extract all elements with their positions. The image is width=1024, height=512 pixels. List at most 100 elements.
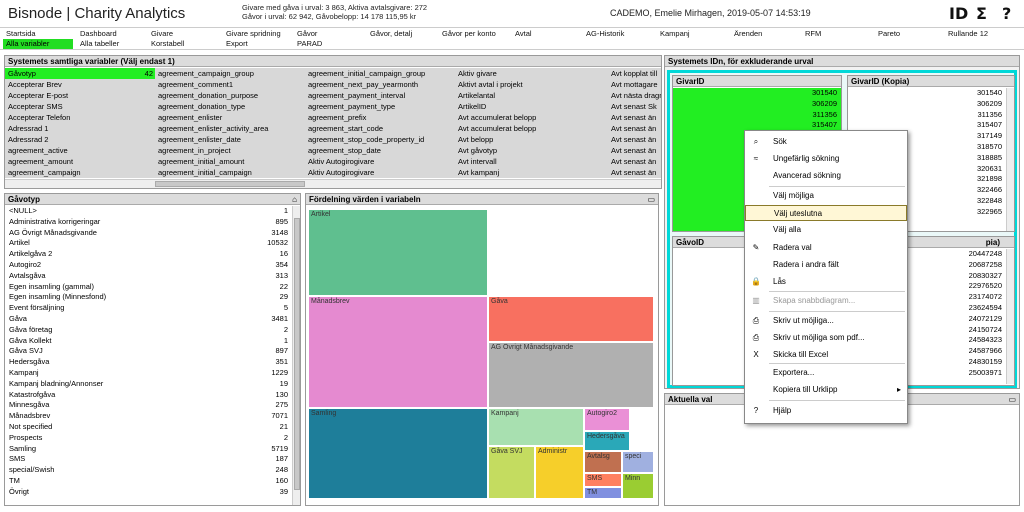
id-list-item[interactable]: 322965: [976, 206, 1002, 216]
menu-item[interactable]: ⎙ Skriv ut möjliga som pdf...: [745, 330, 907, 346]
variable-item[interactable]: agreement_initial_campaign: [155, 167, 305, 178]
tab-gavor-per-konto[interactable]: Gåvor per konto: [442, 29, 496, 38]
treemap-block[interactable]: AG Övrigt Månadsgivande: [488, 342, 654, 408]
variable-item[interactable]: agreement_initial_amount: [155, 156, 305, 167]
list-item[interactable]: Artikel 10532: [5, 238, 292, 248]
tab-dashboard[interactable]: Dashboard: [80, 29, 117, 38]
variable-item[interactable]: Adressrad 1: [5, 123, 155, 134]
givarid-copy-vscrollbar[interactable]: [1006, 88, 1014, 231]
list-item[interactable]: special/Swish 248: [5, 465, 292, 475]
treemap-block[interactable]: Minn: [622, 473, 654, 499]
tab-rfm[interactable]: RFM: [805, 29, 822, 38]
variable-item[interactable]: Avt mottagare: [608, 79, 661, 90]
tab-kampanj[interactable]: Kampanj: [660, 29, 690, 38]
variable-item[interactable]: Avt accumulerat belopp: [455, 112, 608, 123]
tab-pareto[interactable]: Pareto: [878, 29, 901, 38]
id-list-item[interactable]: 20447248: [968, 249, 1002, 258]
id-list-item[interactable]: 24584323: [968, 335, 1002, 345]
id-list-item[interactable]: 306209: [811, 98, 837, 108]
variable-item[interactable]: Avt senast än: [608, 167, 661, 178]
variable-item[interactable]: agreement_initial_campaign_group: [305, 68, 455, 79]
list-item[interactable]: Månadsbrev 7071: [5, 411, 292, 421]
id-list-item[interactable]: 322848: [976, 196, 1002, 205]
variable-item[interactable]: agreement_start_code: [305, 123, 455, 134]
menu-item[interactable]: Välj alla: [745, 222, 907, 238]
variable-item[interactable]: agreement_payment_type: [305, 101, 455, 112]
variable-item[interactable]: agreement_comment1: [155, 79, 305, 90]
treemap-block[interactable]: speci: [622, 451, 654, 473]
tab-export[interactable]: Export: [226, 39, 248, 48]
help-icon[interactable]: ?: [1002, 4, 1012, 23]
gavotyp-vscroll-thumb[interactable]: [294, 218, 300, 490]
id-list-item[interactable]: 20687258: [968, 259, 1002, 269]
menu-item[interactable]: ⌕ Sök: [745, 134, 907, 150]
menu-item[interactable]: ▥ Skapa snabbdiagram...: [745, 293, 907, 309]
menu-item[interactable]: ⎙ Skriv ut möjliga...: [745, 313, 907, 329]
menu-item[interactable]: 🔒 Lås: [745, 274, 907, 290]
id-list-item[interactable]: 315407: [976, 120, 1002, 130]
tab-alla-variabler[interactable]: Alla variabler: [3, 39, 73, 49]
menu-item[interactable]: ✎ Radera val: [745, 240, 907, 256]
variable-item[interactable]: Accepterar E-post: [5, 90, 155, 101]
variable-item[interactable]: Aktiv Autogirogivare: [305, 156, 455, 167]
variable-item[interactable]: Accepterar Brev: [5, 79, 155, 90]
variable-item[interactable]: Avt belopp: [455, 134, 608, 145]
variable-item[interactable]: agreement_amount: [5, 156, 155, 167]
treemap-block[interactable]: Artikel: [308, 209, 488, 296]
variable-item[interactable]: Aktiv Autogirogivare: [305, 167, 455, 178]
list-item[interactable]: Avtalsgåva 313: [5, 271, 292, 281]
variable-item[interactable]: ArtikelID: [455, 101, 608, 112]
variable-item[interactable]: Avt senast än: [608, 112, 661, 123]
tab-alla-tabeller[interactable]: Alla tabeller: [80, 39, 120, 48]
id-list-item[interactable]: 301540: [811, 88, 837, 97]
variable-item[interactable]: agreement_enlister: [155, 112, 305, 123]
gavotyp-vscrollbar[interactable]: [292, 206, 300, 505]
variable-item[interactable]: agreement_next_pay_yearmonth: [305, 79, 455, 90]
list-item[interactable]: <NULL> 1: [5, 206, 292, 216]
variable-item[interactable]: Avt senast än: [608, 134, 661, 145]
menu-item[interactable]: X Skicka till Excel: [745, 347, 907, 363]
treemap-block[interactable]: Avtalsg: [584, 451, 622, 473]
id-list-item[interactable]: 25003971: [968, 367, 1002, 377]
variables-hscrollbar[interactable]: [5, 179, 661, 188]
treemap-block[interactable]: SMS: [584, 473, 622, 487]
variable-item[interactable]: agreement_campaign_group: [155, 68, 305, 79]
id-icon[interactable]: ID: [949, 4, 969, 23]
treemap-block[interactable]: Samling: [308, 408, 488, 499]
variables-hscroll-thumb[interactable]: [155, 181, 305, 187]
list-item[interactable]: Gåva företag 2: [5, 325, 292, 335]
id-list-item[interactable]: 23174072: [968, 292, 1002, 302]
variable-item[interactable]: Avt intervall: [455, 156, 608, 167]
minimize-icon[interactable]: ⌂: [292, 195, 297, 204]
sigma-icon[interactable]: Σ: [976, 4, 987, 23]
gavoid-copy-vscrollbar[interactable]: [1006, 249, 1014, 384]
id-list-item[interactable]: 301540: [976, 88, 1002, 97]
variable-item[interactable]: Accepterar SMS: [5, 101, 155, 112]
list-item[interactable]: Gåva Kollekt 1: [5, 336, 292, 346]
menu-item[interactable]: Välj möjliga: [745, 188, 907, 204]
tab-arenden[interactable]: Ärenden: [734, 29, 763, 38]
variable-item[interactable]: agreement_payment_interval: [305, 90, 455, 101]
id-list-item[interactable]: 24072129: [968, 313, 1002, 323]
tab-avtal[interactable]: Avtal: [515, 29, 532, 38]
list-item[interactable]: SMS 187: [5, 454, 292, 464]
list-item[interactable]: Administrativa korrigeringar 895: [5, 217, 292, 227]
list-item[interactable]: AG Övrigt Månadsgivande 3148: [5, 228, 292, 238]
variable-item[interactable]: Avt kopplat till: [608, 68, 661, 79]
variable-item[interactable]: agreement_in_project: [155, 145, 305, 156]
treemap-block[interactable]: Autogiro2: [584, 408, 630, 431]
variable-item[interactable]: agreement_stop_date: [305, 145, 455, 156]
tab-givare-spridning[interactable]: Givare spridning: [226, 29, 281, 38]
menu-item[interactable]: Radera i andra fält: [745, 257, 907, 273]
variable-item[interactable]: agreement_enlister_activity_area: [155, 123, 305, 134]
list-item[interactable]: Minnesgåva 275: [5, 400, 292, 410]
variable-item[interactable]: Avt accumulerat belopp: [455, 123, 608, 134]
list-item[interactable]: Gåva 3481: [5, 314, 292, 324]
id-list-item[interactable]: 311356: [812, 109, 837, 119]
list-item[interactable]: Event försäljning 5: [5, 303, 292, 313]
list-item[interactable]: Artikelgåva 2 16: [5, 249, 292, 259]
maximize-icon[interactable]: ▭: [647, 195, 655, 204]
variable-item[interactable]: Avt senast än: [608, 123, 661, 134]
variable-item[interactable]: Avt gåvotyp: [455, 145, 608, 156]
menu-item[interactable]: Kopiera till Urklipp ▸: [745, 382, 907, 398]
